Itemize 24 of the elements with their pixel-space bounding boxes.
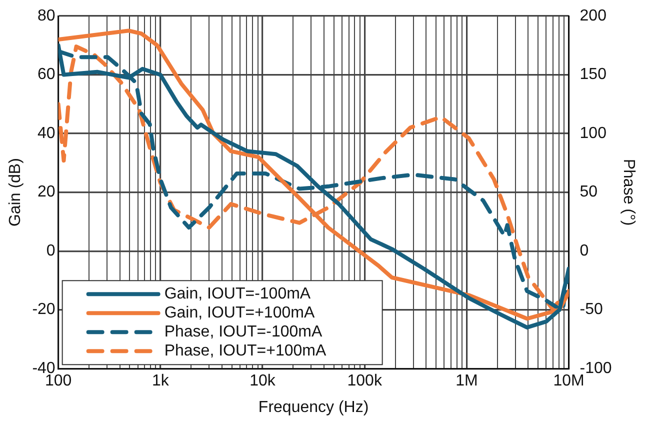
x-tick-label: 10M bbox=[553, 372, 584, 390]
y-tick-label: -20 bbox=[32, 301, 56, 318]
y2-tick-label: 100 bbox=[580, 124, 607, 142]
y2-tick-label: 0 bbox=[580, 242, 589, 260]
x-tick-label: 100k bbox=[347, 372, 383, 390]
x-tick-label: 1M bbox=[456, 372, 478, 390]
y-tick-label: 60 bbox=[38, 66, 56, 84]
y-tick-label: 80 bbox=[38, 7, 56, 24]
x-tick-label: 1k bbox=[152, 372, 170, 390]
y-axis-title: Gain (dB) bbox=[7, 158, 24, 227]
y2-tick-label: -50 bbox=[580, 301, 604, 318]
y2-tick-label: 150 bbox=[580, 66, 607, 84]
y2-tick-label: 50 bbox=[580, 184, 598, 201]
y2-tick-label: 200 bbox=[580, 7, 607, 24]
y2-axis-title: Phase (°) bbox=[620, 158, 637, 226]
y-tick-label: 20 bbox=[38, 184, 56, 201]
legend-label: Phase, IOUT=+100mA bbox=[164, 342, 327, 360]
legend-label: Phase, IOUT=-100mA bbox=[164, 324, 322, 341]
x-axis-title: Frequency (Hz) bbox=[258, 398, 369, 416]
y-tick-label: 40 bbox=[38, 124, 56, 142]
legend-label: Gain, IOUT=-100mA bbox=[164, 286, 311, 303]
legend-label: Gain, IOUT=+100mA bbox=[164, 304, 315, 322]
y-tick-label: 0 bbox=[46, 242, 56, 260]
x-tick-label: 10k bbox=[250, 372, 276, 390]
